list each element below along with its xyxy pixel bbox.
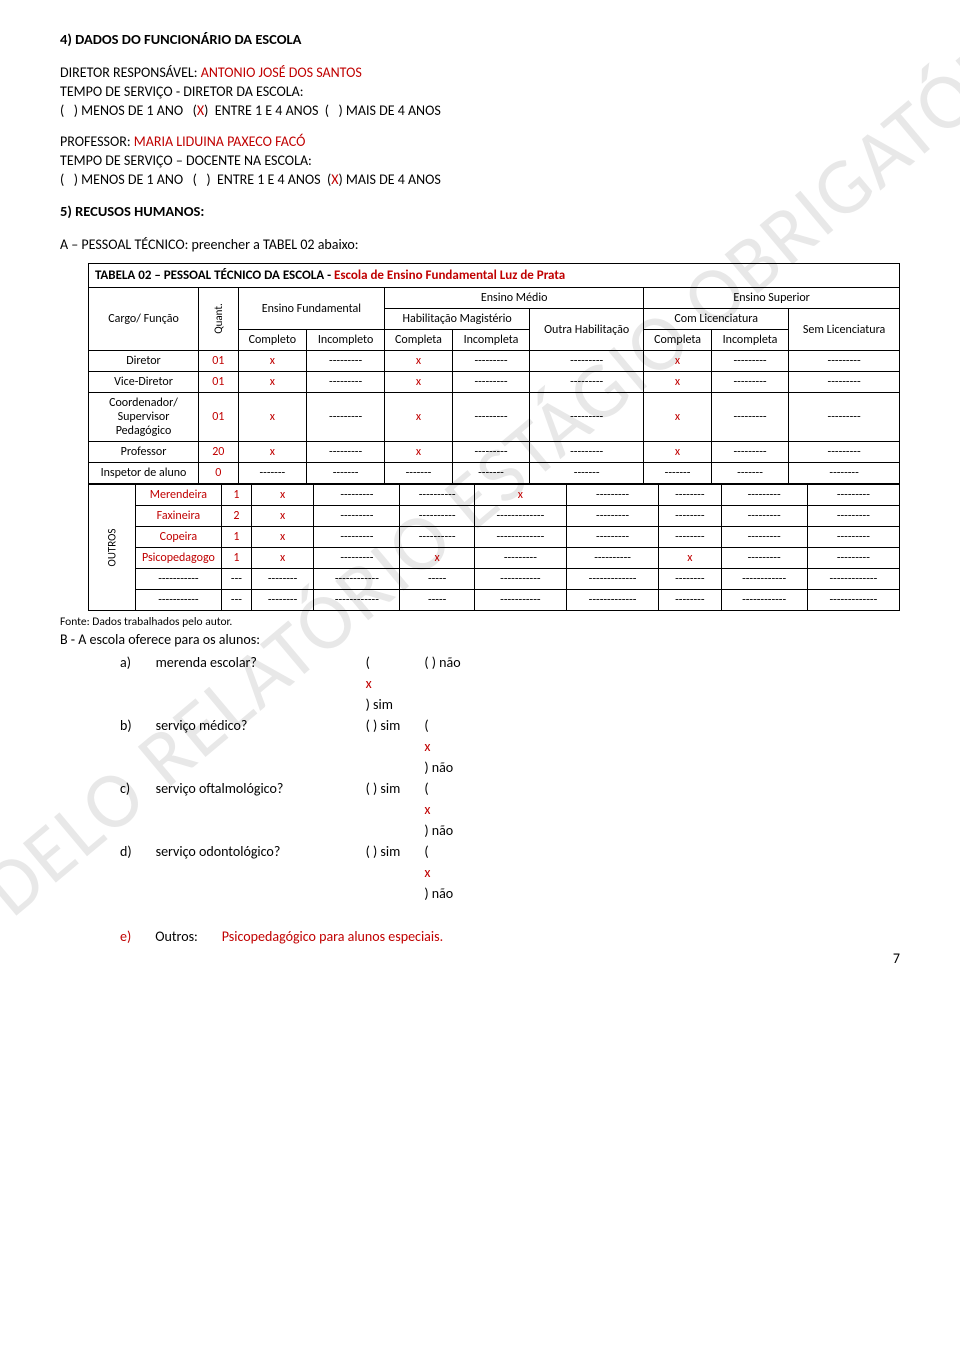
- th-incompleta2: Incompleta: [711, 330, 788, 351]
- table-row: Professor20x---------x------------------…: [89, 442, 900, 463]
- th-completo: Completo: [238, 330, 306, 351]
- outros-table: OUTROSMerendeira1x-------------------x--…: [88, 484, 900, 611]
- source-note: Fonte: Dados trabalhados pelo autor.: [60, 615, 900, 629]
- table-row: Faxineira2x-----------------------------…: [89, 506, 900, 527]
- qa-list: a)merenda escolar?(x) sim( ) nãob)serviç…: [120, 650, 485, 906]
- th-completa1: Completa: [385, 330, 453, 351]
- th-em: Ensino Médio: [385, 288, 644, 309]
- table-row: Copeira1x-------------------------------…: [89, 527, 900, 548]
- section5-subA: A – PESSOAL TÉCNICO: preencher a TABEL 0…: [60, 236, 900, 253]
- professor-name: MARIA LIDUINA PAXECO FACÓ: [134, 133, 306, 150]
- table-row: Diretor01x---------x------------------x-…: [89, 351, 900, 372]
- th-incompleto: Incompleto: [307, 330, 385, 351]
- section4-title: 4) DADOS DO FUNCIONÁRIO DA ESCOLA: [60, 30, 900, 48]
- th-semlic: Sem Licenciatura: [789, 309, 900, 351]
- table-row: ----------------------------------------…: [89, 590, 900, 611]
- section5-title: 5) RECUSOS HUMANOS:: [60, 202, 900, 220]
- th-completa2: Completa: [644, 330, 712, 351]
- qa-row: a)merenda escolar?(x) sim( ) não: [120, 654, 485, 713]
- th-habmag: Habilitação Magistério: [385, 309, 530, 330]
- qa-row: d)serviço odontológico?( ) sim(x) não: [120, 843, 485, 902]
- th-cargo: Cargo/ Função: [89, 288, 199, 351]
- diretor-label: DIRETOR RESPONSÁVEL:: [60, 64, 198, 81]
- e-text: Psicopedagógico para alunos especiais.: [222, 928, 467, 945]
- diretor-tempo-label: TEMPO DE SERVIÇO - DIRETOR DA ESCOLA:: [60, 83, 900, 100]
- table-row: ----------------------------------------…: [89, 569, 900, 590]
- professor-label: PROFESSOR:: [60, 133, 131, 150]
- th-es: Ensino Superior: [644, 288, 900, 309]
- table-row: OUTROSMerendeira1x-------------------x--…: [89, 485, 900, 506]
- table-row: Psicopedagogo1x---------x---------------…: [89, 548, 900, 569]
- th-incompleta1: Incompleta: [452, 330, 529, 351]
- professor-options: ( ) MENOS DE 1 ANO ( ) ENTRE 1 E 4 ANOS …: [60, 171, 900, 188]
- th-quant: Quant.: [199, 288, 239, 351]
- table-row: Vice-Diretor01x---------x---------------…: [89, 372, 900, 393]
- professor-tempo-label: TEMPO DE SERVIÇO – DOCENTE NA ESCOLA:: [60, 152, 900, 169]
- table-row: Inspetor de aluno0----------------------…: [89, 463, 900, 484]
- outros-e: e) Outros: Psicopedagógico para alunos e…: [120, 920, 491, 953]
- e-letter: e): [120, 924, 155, 949]
- qa-row: b)serviço médico?( ) sim(x) não: [120, 717, 485, 776]
- th-outrahab: Outra Habilitação: [530, 309, 644, 351]
- subB: B - A escola oferece para os alunos:: [60, 631, 900, 648]
- table-row: Coordenador/ Supervisor Pedagógico01x---…: [89, 393, 900, 442]
- diretor-name: ANTONIO JOSÉ DOS SANTOS: [201, 64, 362, 81]
- th-ef: Ensino Fundamental: [238, 288, 385, 330]
- table-title: TABELA 02 – PESSOAL TÉCNICO DA ESCOLA - …: [88, 263, 900, 287]
- e-label: Outros:: [155, 928, 222, 945]
- pessoal-table: Cargo/ Função Quant. Ensino Fundamental …: [88, 287, 900, 484]
- qa-row: c)serviço oftalmológico?( ) sim(x) não: [120, 780, 485, 839]
- diretor-options: ( ) MENOS DE 1 ANO (X) ENTRE 1 E 4 ANOS …: [60, 102, 900, 119]
- th-comlic: Com Licenciatura: [644, 309, 789, 330]
